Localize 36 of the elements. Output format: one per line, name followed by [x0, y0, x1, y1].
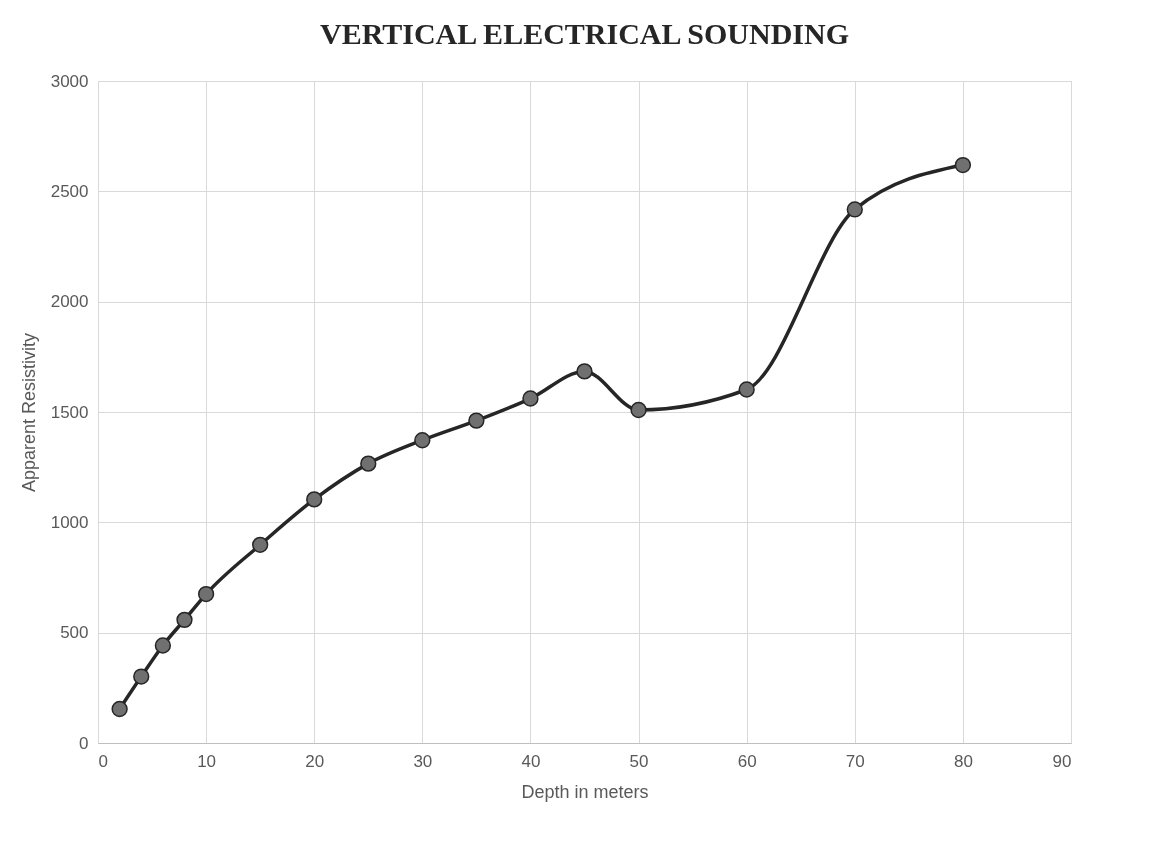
x-axis-title: Depth in meters [521, 781, 649, 802]
x-tick-label: 0 [98, 751, 108, 771]
point [360, 455, 377, 472]
x-tick-label: 40 [521, 751, 541, 771]
x-tick-label: 70 [845, 751, 865, 771]
point [252, 536, 269, 553]
point [954, 156, 972, 174]
y-tick-label: 2000 [50, 292, 89, 312]
point [154, 637, 172, 654]
point [576, 363, 593, 380]
y-tick-label: 2500 [50, 181, 89, 201]
point [111, 700, 128, 718]
x-tick-label: 30 [413, 751, 433, 771]
point [630, 401, 647, 419]
point [176, 611, 193, 629]
x-tick-label: 90 [1052, 751, 1072, 771]
x-tick-label: 80 [953, 751, 973, 771]
point [522, 390, 539, 407]
y-tick-label: 3000 [50, 71, 89, 91]
x-tick-label: 10 [197, 751, 217, 771]
y-tick-label: 1500 [50, 402, 89, 422]
y-tick-label: 1000 [50, 512, 89, 532]
x-tick-label: 50 [629, 751, 649, 771]
point [306, 491, 323, 508]
y-tick-label: 0 [79, 733, 89, 753]
point [846, 201, 863, 218]
y-axis-title: Apparent Resistivity [18, 332, 39, 493]
x-tick-label: 60 [737, 751, 757, 771]
point [133, 668, 150, 685]
point [738, 381, 755, 398]
point [414, 432, 431, 449]
chart-title: VERTICAL ELECTRICAL SOUNDING [319, 17, 850, 50]
y-tick-label: 500 [60, 623, 89, 643]
point [468, 412, 485, 429]
point [197, 585, 215, 603]
x-tick-label: 20 [305, 751, 325, 771]
